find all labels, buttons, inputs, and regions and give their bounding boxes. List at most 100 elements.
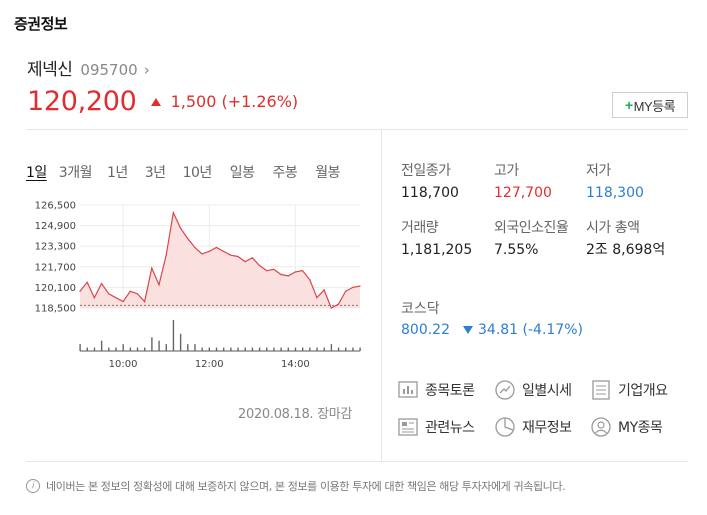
volume-bar: [294, 347, 297, 351]
stat-value: 127,700: [494, 185, 552, 201]
period-tabs: 1일 3개월 1년 3년 10년 일봉 주봉 월봉: [26, 162, 341, 182]
volume-bar: [352, 347, 354, 351]
price-point: [179, 227, 182, 229]
price-point: [136, 293, 139, 295]
y-tick-label: 120,100: [35, 283, 76, 294]
trend-circle-icon: [495, 380, 515, 400]
link-label: 기업개요: [618, 383, 668, 399]
tab-1y[interactable]: 1년: [106, 165, 128, 181]
price-point: [266, 270, 268, 272]
link-company-overview[interactable]: 기업개요: [590, 379, 668, 401]
volume-bar: [201, 347, 203, 351]
my-register-button[interactable]: + MY등록: [612, 92, 688, 118]
stat-prev-close: 전일종가 118,700: [401, 162, 491, 203]
price-point: [359, 285, 361, 287]
volume-bar: [244, 347, 246, 351]
price-point: [330, 307, 332, 309]
stat-label: 거래량: [401, 220, 439, 236]
price-point: [144, 300, 146, 303]
price-point: [294, 271, 296, 273]
tab-weekly[interactable]: 주봉: [272, 165, 298, 181]
volume-bar: [266, 347, 268, 351]
volume-bar: [86, 347, 88, 351]
link-financials[interactable]: 재무정보: [494, 416, 572, 438]
volume-bar: [136, 347, 139, 351]
tab-1d[interactable]: 1일: [26, 165, 47, 181]
stock-header[interactable]: 제넥신 095700 ›: [27, 55, 150, 80]
stat-high: 고가 127,700: [494, 162, 584, 203]
stat-value: 118,300: [586, 185, 644, 201]
my-register-label: MY등록: [633, 98, 676, 114]
stat-label: 시가 총액: [586, 220, 640, 236]
section-title: 증권정보: [14, 15, 68, 33]
price-chart[interactable]: 126,500 124,900 123,300 121,700 120,100 118,5…: [20, 195, 370, 375]
volume-bar: [273, 347, 275, 351]
link-label: 재무정보: [522, 420, 572, 436]
stock-name[interactable]: 제넥신: [27, 60, 73, 80]
price-point: [316, 297, 318, 299]
link-label: 종목토론: [425, 383, 475, 399]
x-tick-label: 10:00: [109, 359, 138, 370]
volume-bar: [158, 340, 160, 351]
price-point: [172, 212, 174, 214]
price-point: [309, 279, 311, 281]
disclaimer-text: 네이버는 본 정보의 정확성에 대해 보증하지 않으며, 본 정보를 이용한 투…: [46, 480, 566, 493]
volume-bar: [301, 347, 304, 351]
price-point: [187, 237, 189, 240]
tab-3m[interactable]: 3개월: [58, 165, 93, 181]
price-point: [100, 282, 103, 285]
price-line: [79, 210, 361, 309]
price-point: [194, 246, 196, 249]
link-my-stocks[interactable]: MY종목: [590, 416, 663, 438]
link-related-news[interactable]: 관련뉴스: [397, 416, 475, 438]
stat-label: 저가: [586, 163, 611, 179]
tab-monthly[interactable]: 월봉: [315, 165, 341, 181]
price-point: [352, 286, 354, 288]
down-arrow-icon: [463, 326, 473, 334]
tab-3y[interactable]: 3년: [144, 165, 166, 181]
chevron-right-icon[interactable]: ›: [143, 61, 150, 79]
volume-bar: [115, 347, 117, 351]
y-tick-label: 124,900: [35, 221, 76, 232]
chart-date: 2020.08.18. 장마감: [238, 407, 353, 422]
price-point: [215, 246, 218, 249]
index-name: 코스닥: [401, 301, 440, 317]
volume-bar: [93, 347, 96, 351]
price-point: [201, 253, 203, 255]
price-change: 1,500 (+1.26%): [170, 92, 299, 111]
index-value: 800.22: [401, 322, 450, 338]
current-price: 120,200: [27, 86, 137, 117]
volume-bar: [151, 337, 153, 351]
volume-bar: [215, 347, 218, 351]
up-arrow-icon: [150, 97, 161, 106]
stat-label: 전일종가: [401, 163, 451, 179]
stat-volume: 거래량 1,181,205: [401, 219, 491, 260]
link-label: 관련뉴스: [425, 420, 475, 436]
volume-bar: [79, 344, 81, 351]
tab-10y[interactable]: 10년: [182, 165, 213, 181]
y-tick-label: 123,300: [35, 242, 76, 253]
price-point: [237, 255, 239, 258]
divider: [26, 129, 688, 130]
index-block: 코스닥 800.22 34.81 (-4.17%): [401, 298, 583, 338]
volume-bar: [144, 347, 146, 351]
stat-label: 외국인소진율: [494, 220, 569, 236]
tab-daily[interactable]: 일봉: [229, 165, 255, 181]
price-point: [151, 267, 153, 269]
volume-bar: [172, 320, 175, 351]
volume-bar: [129, 347, 132, 351]
price-area: [80, 212, 360, 308]
volume-bar: [323, 347, 325, 351]
price-point: [251, 257, 253, 259]
link-label: MY종목: [618, 420, 663, 436]
price-point: [165, 254, 167, 256]
price-point: [337, 303, 340, 305]
info-icon: i: [26, 479, 40, 493]
divider: [381, 130, 382, 461]
link-daily-price[interactable]: 일별시세: [494, 379, 572, 401]
chart-board-icon: [398, 381, 418, 398]
volume-bar: [258, 347, 261, 351]
link-discussion[interactable]: 종목토론: [397, 379, 475, 401]
stat-label: 고가: [494, 163, 519, 179]
price-point: [345, 290, 347, 292]
